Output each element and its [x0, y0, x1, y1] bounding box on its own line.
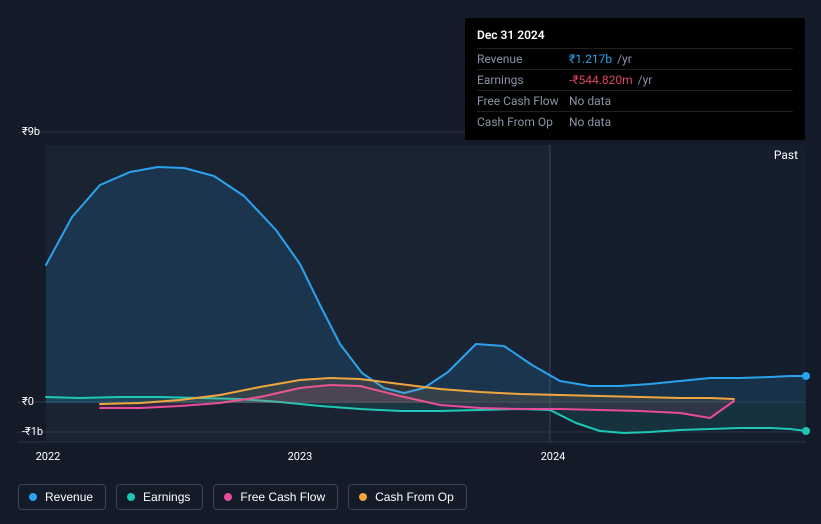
tooltip-row: Cash From OpNo data [477, 111, 793, 132]
legend-label: Earnings [143, 490, 190, 504]
legend-label: Cash From Op [375, 490, 454, 504]
y-axis-label: ₹0 [22, 395, 34, 408]
tooltip-row: Earnings-₹544.820m /yr [477, 69, 793, 90]
legend-label: Revenue [45, 490, 93, 504]
legend-item[interactable]: Cash From Op [348, 484, 467, 510]
tooltip-label: Earnings [477, 71, 569, 89]
tooltip-label: Revenue [477, 50, 569, 68]
legend-dot-icon [29, 493, 37, 501]
tooltip-value: ₹1.217b /yr [569, 50, 632, 68]
tooltip-value: -₹544.820m /yr [569, 71, 652, 89]
tooltip-row: Free Cash FlowNo data [477, 90, 793, 111]
tooltip-row: Revenue₹1.217b /yr [477, 48, 793, 69]
legend: Revenue Earnings Free Cash Flow Cash From O… [18, 484, 467, 510]
tooltip-label: Free Cash Flow [477, 92, 569, 110]
x-axis-label: 2023 [288, 450, 313, 463]
x-axis-label: 2024 [541, 450, 566, 463]
legend-item[interactable]: Earnings [116, 484, 203, 510]
legend-item[interactable]: Revenue [18, 484, 106, 510]
legend-dot-icon [359, 493, 367, 501]
tooltip-label: Cash From Op [477, 113, 569, 131]
past-label: Past [774, 148, 798, 162]
legend-dot-icon [224, 493, 232, 501]
tooltip-date: Dec 31 2024 [477, 26, 793, 44]
x-axis-label: 2022 [36, 450, 61, 463]
legend-label: Free Cash Flow [240, 490, 325, 504]
tooltip-value: No data [569, 113, 611, 131]
chart-tooltip: Dec 31 2024 Revenue₹1.217b /yrEarnings-₹… [465, 18, 805, 140]
y-axis-label: -₹1b [22, 425, 43, 438]
legend-dot-icon [127, 493, 135, 501]
tooltip-value: No data [569, 92, 611, 110]
y-axis-label: ₹9b [22, 125, 40, 138]
legend-item[interactable]: Free Cash Flow [213, 484, 338, 510]
